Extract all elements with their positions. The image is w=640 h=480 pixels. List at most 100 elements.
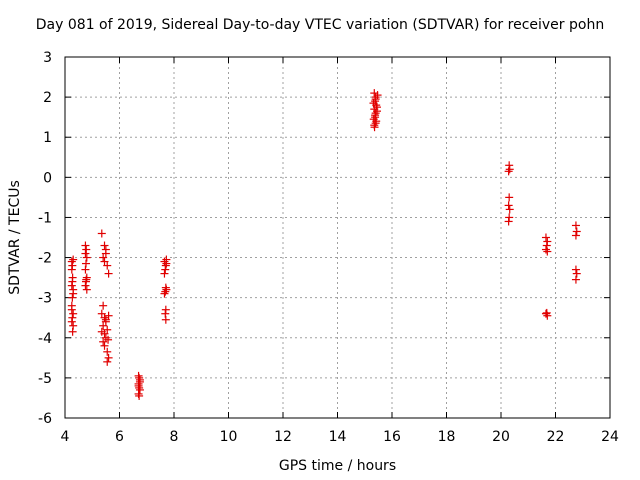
data-point xyxy=(67,305,76,314)
data-point xyxy=(134,381,143,390)
data-point xyxy=(371,111,380,120)
data-point xyxy=(373,107,382,116)
data-point xyxy=(103,325,112,334)
data-point xyxy=(67,317,76,326)
data-point xyxy=(543,247,552,256)
data-point xyxy=(505,205,514,214)
data-point xyxy=(371,119,380,128)
y-axis-label: SDTVAR / TECUs xyxy=(7,180,23,295)
data-point xyxy=(373,91,382,100)
data-point xyxy=(505,193,514,202)
x-tick-label: 4 xyxy=(61,429,70,445)
data-point xyxy=(161,315,170,324)
data-point xyxy=(369,99,378,108)
data-point xyxy=(69,255,78,264)
data-point xyxy=(161,287,170,296)
x-tick-label: 24 xyxy=(601,429,619,445)
data-point xyxy=(99,321,108,330)
data-point xyxy=(135,385,144,394)
data-point xyxy=(82,245,91,254)
data-point xyxy=(504,217,513,226)
data-point xyxy=(572,269,581,278)
data-point xyxy=(99,301,108,310)
data-point xyxy=(104,269,113,278)
data-point xyxy=(100,241,109,250)
data-point xyxy=(571,221,580,230)
x-tick-label: 22 xyxy=(547,429,565,445)
data-point xyxy=(99,337,108,346)
data-point xyxy=(104,335,113,344)
x-axis-label: GPS time / hours xyxy=(279,458,396,474)
data-point xyxy=(68,277,77,286)
grid-layer xyxy=(65,57,610,418)
data-point xyxy=(101,315,110,324)
x-tick-label: 10 xyxy=(220,429,238,445)
data-point xyxy=(162,255,171,264)
data-point xyxy=(504,167,513,176)
data-point xyxy=(505,165,514,174)
data-point xyxy=(69,309,78,318)
y-tick-label: -5 xyxy=(38,371,52,387)
data-point xyxy=(97,327,106,336)
data-point xyxy=(82,285,91,294)
y-tick-label: 0 xyxy=(43,170,52,186)
x-tick-label: 20 xyxy=(492,429,510,445)
data-point xyxy=(104,353,113,362)
data-point xyxy=(504,201,513,210)
data-point xyxy=(542,308,551,317)
y-tick-label: -6 xyxy=(38,411,52,427)
x-tick-label: 12 xyxy=(274,429,292,445)
data-point xyxy=(103,347,112,356)
data-point xyxy=(103,357,112,366)
data-point xyxy=(68,327,77,336)
data-point xyxy=(67,265,76,274)
data-point xyxy=(82,253,91,262)
data-point xyxy=(69,289,78,298)
data-point xyxy=(135,391,144,400)
data-point xyxy=(571,265,580,274)
data-point xyxy=(101,245,110,254)
data-point xyxy=(99,253,108,262)
data-point xyxy=(97,229,106,238)
x-tick-label: 6 xyxy=(115,429,124,445)
data-point xyxy=(135,375,144,384)
chart-title: Day 081 of 2019, Sidereal Day-to-day VTE… xyxy=(35,17,605,33)
y-tick-label: 3 xyxy=(43,50,52,66)
data-point xyxy=(81,265,90,274)
data-point xyxy=(369,115,378,124)
data-point xyxy=(81,241,90,250)
data-point xyxy=(571,231,580,240)
data-point xyxy=(104,311,113,320)
x-tick-label: 8 xyxy=(170,429,179,445)
x-tick-label: 16 xyxy=(383,429,401,445)
data-point xyxy=(541,309,550,318)
data-point xyxy=(572,227,581,236)
y-tick-label: -4 xyxy=(38,331,52,347)
data-point xyxy=(100,257,109,266)
y-tick-label: 1 xyxy=(43,130,52,146)
data-point xyxy=(370,123,379,132)
y-tick-label: -3 xyxy=(38,291,52,307)
data-point xyxy=(541,245,550,254)
data-point xyxy=(81,249,90,258)
data-point xyxy=(160,257,169,266)
points-layer xyxy=(67,89,581,400)
data-point xyxy=(68,293,77,302)
data-point xyxy=(371,95,380,104)
y-tick-label: -2 xyxy=(38,251,52,267)
data-point xyxy=(162,285,171,294)
data-point xyxy=(103,261,112,270)
data-point xyxy=(82,275,91,284)
data-point xyxy=(541,233,550,242)
plot-frame xyxy=(64,56,611,419)
data-point xyxy=(100,313,109,322)
data-point xyxy=(571,275,580,284)
data-point xyxy=(100,341,109,350)
data-point xyxy=(370,89,379,98)
data-point xyxy=(160,289,169,298)
data-point xyxy=(160,269,169,278)
y-tick-label: -1 xyxy=(38,210,52,226)
